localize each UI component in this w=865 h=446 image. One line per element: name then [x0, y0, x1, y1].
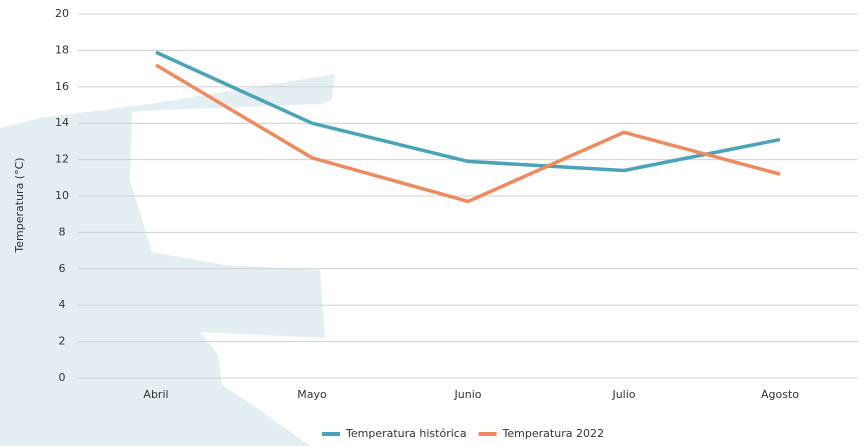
chart: Temperatura (°C) 0 2 4 6 8 10 12 14 16 18 20 Abril M…: [0, 0, 865, 446]
legend-label: Temperatura histórica: [345, 427, 467, 440]
y-tick-label: 18: [55, 43, 69, 56]
x-tick-label: Julio: [611, 388, 635, 401]
x-tick-label: Junio: [454, 388, 482, 401]
line-series: [156, 52, 780, 170]
line-series: [156, 65, 780, 202]
legend-label: Temperatura 2022: [502, 427, 604, 440]
x-tick-label: Agosto: [761, 388, 799, 401]
y-tick-label: 0: [59, 371, 66, 384]
y-tick-label: 14: [55, 116, 69, 129]
y-tick-label: 12: [55, 153, 69, 166]
y-tick-label: 16: [55, 80, 69, 93]
y-tick-label: 4: [59, 298, 66, 311]
y-axis-label: Temperatura (°C): [13, 157, 26, 253]
y-tick-label: 2: [59, 335, 66, 348]
x-tick-label: Mayo: [297, 388, 327, 401]
x-tick-label: Abril: [143, 388, 168, 401]
y-tick-label: 8: [59, 225, 66, 238]
y-tick-label: 20: [55, 7, 69, 20]
y-tick-label: 6: [59, 262, 66, 275]
y-tick-label: 10: [55, 189, 69, 202]
